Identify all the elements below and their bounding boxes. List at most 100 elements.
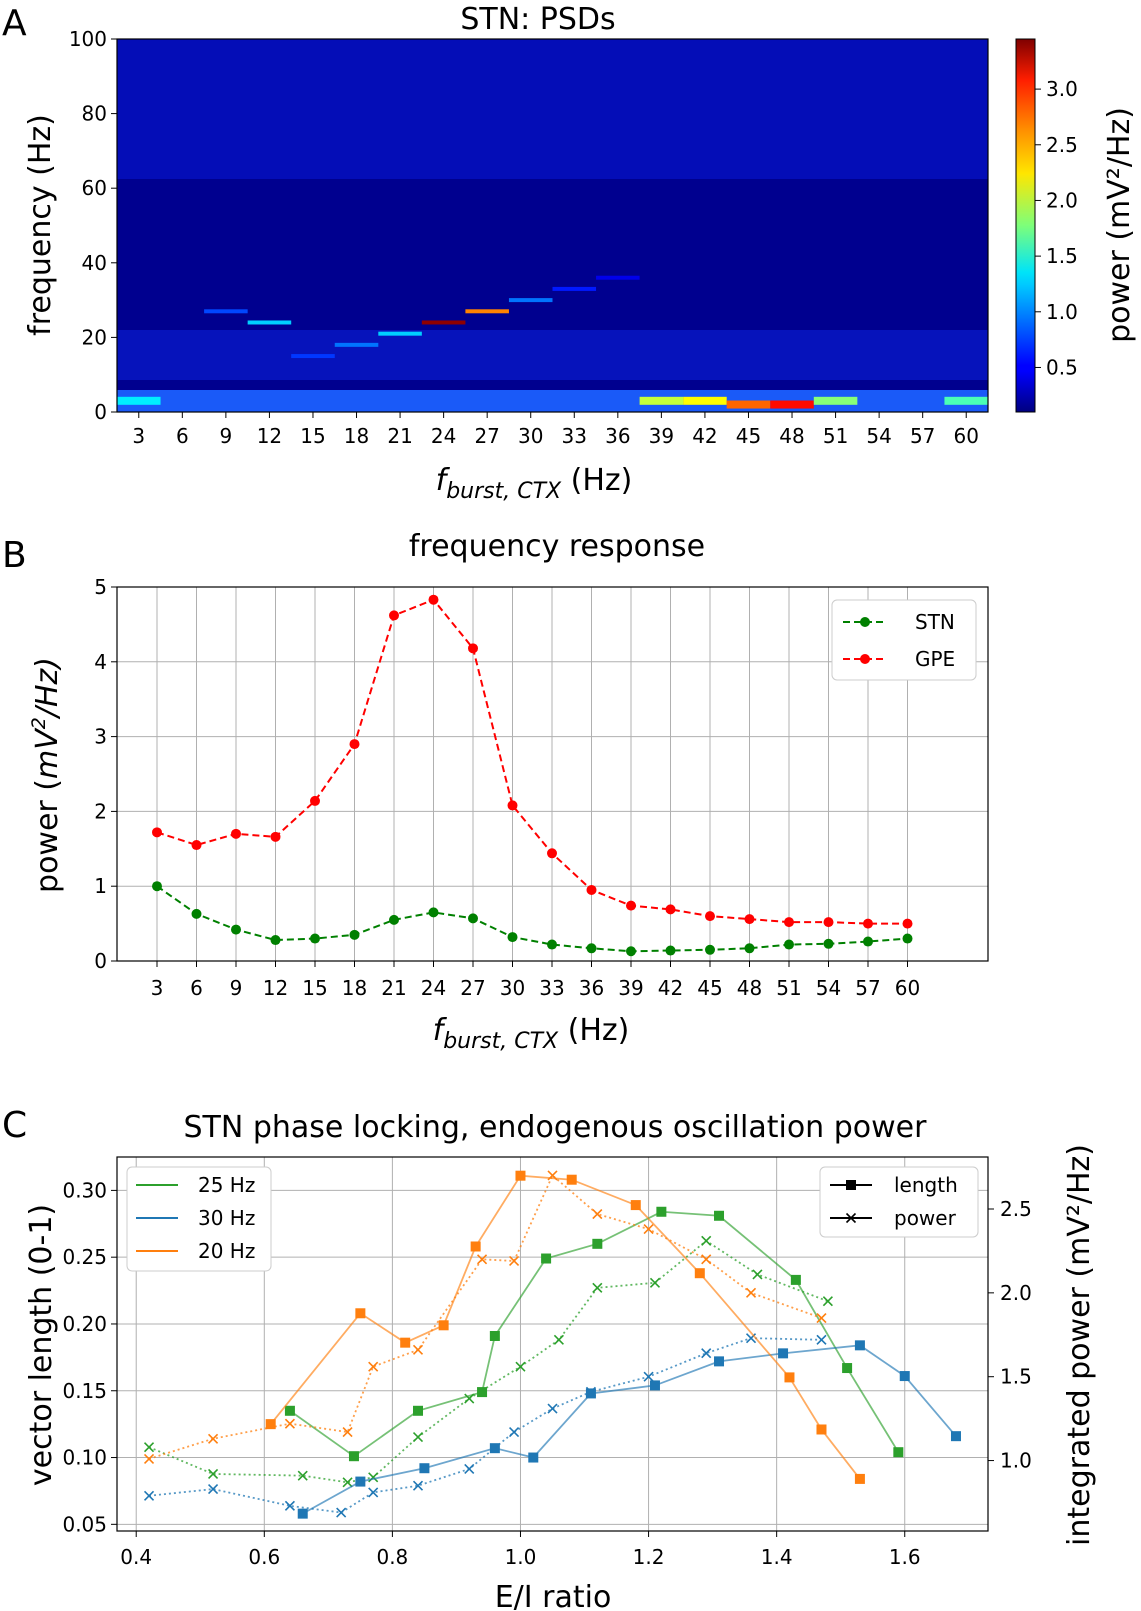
power-point-30hz-1-stroke-b: [208, 1484, 219, 1495]
power-point-20hz-11: [701, 1254, 712, 1265]
heatmap-y-tick-label-0: 0: [94, 400, 107, 424]
line-x-tick-label-11: 36: [579, 976, 604, 1000]
power-point-20hz-3-stroke-b: [342, 1426, 353, 1438]
psd-peak-8: [508, 298, 553, 303]
stn-point-4: [310, 933, 320, 944]
power-point-25hz-1-stroke-b: [208, 1468, 219, 1480]
marker-legend-symbol-power-stroke-b: [845, 1212, 857, 1224]
panel-label-b: B: [2, 535, 27, 576]
length-point-25hz-9: [790, 1274, 801, 1285]
power-point-25hz-7: [515, 1361, 526, 1372]
phase-y-tick-label-0: 0.05: [62, 1512, 107, 1536]
length-point-25hz-6: [592, 1238, 603, 1249]
series-line-gpe: [156, 598, 908, 925]
power-point-30hz-6-stroke-b: [464, 1463, 475, 1475]
line-x-tick-label-19: 60: [895, 976, 920, 1000]
color-legend-box: [126, 1166, 272, 1272]
power-point-30hz-13-stroke-b: [816, 1334, 827, 1345]
power-point-20hz-9-stroke-b: [592, 1208, 603, 1220]
phase-locking-y-label: vector length (0-1): [24, 1204, 59, 1486]
heatmap-x-tick-label-7: 24: [431, 424, 456, 448]
stn-point-10: [547, 939, 557, 950]
power-point-30hz-8: [547, 1403, 558, 1414]
power-point-30hz-9: [585, 1386, 596, 1397]
gpe-point-0: [152, 827, 162, 838]
gpe-point-10: [547, 848, 557, 859]
gpe-point-1: [191, 840, 202, 851]
power-point-25hz-13: [822, 1296, 833, 1307]
length-point-20hz-2: [400, 1337, 411, 1348]
power-point-30hz-6: [464, 1463, 475, 1475]
psd-peak-13: [726, 400, 771, 409]
phase-y-tick-label-2: 0.15: [62, 1379, 107, 1403]
psd-peak-2: [247, 320, 292, 325]
heatmap-y-tick-label-2: 40: [82, 251, 107, 275]
stn-point-15: [744, 943, 755, 954]
length-point-20hz-4: [470, 1241, 481, 1252]
panel-label-a: A: [2, 3, 27, 44]
phase-y-tick-label-4: 0.25: [62, 1245, 107, 1269]
line-x-tick-label-15: 48: [737, 976, 762, 1000]
power-point-30hz-7-stroke-b: [509, 1426, 520, 1438]
power-point-20hz-10-stroke-b: [643, 1224, 654, 1235]
power-point-30hz-1: [208, 1484, 219, 1495]
power-point-20hz-6: [476, 1254, 488, 1265]
heatmap-x-label-unit: (Hz): [561, 463, 632, 498]
length-point-25hz-5: [541, 1253, 552, 1264]
psd-peak-4: [334, 342, 379, 347]
power-point-20hz-1: [208, 1433, 219, 1444]
length-point-30hz-5: [585, 1388, 596, 1399]
length-point-25hz-2: [413, 1405, 424, 1416]
power-point-20hz-5-stroke-b: [412, 1344, 424, 1355]
length-point-30hz-9: [854, 1340, 865, 1351]
line-x-tick-label-0: 3: [151, 976, 164, 1000]
power-point-25hz-2-stroke-b: [297, 1470, 308, 1481]
heatmap-x-tick-label-16: 51: [823, 424, 848, 448]
power-point-30hz-10: [643, 1371, 654, 1382]
line-x-tick-label-17: 54: [816, 976, 841, 1000]
gpe-point-19: [902, 918, 913, 929]
power-point-20hz-7: [509, 1255, 520, 1267]
power-point-30hz-9-stroke-b: [585, 1386, 596, 1397]
phase-x-tick-label-3: 1.0: [505, 1545, 537, 1569]
power-point-25hz-11-stroke-b: [701, 1235, 712, 1246]
length-line-25hz: [289, 1210, 900, 1458]
line-chart-y-label: power (mV2/Hz): [28, 657, 65, 893]
power-point-30hz-0: [143, 1490, 155, 1501]
gpe-point-3: [270, 831, 281, 842]
power-point-30hz-0-stroke-b: [143, 1490, 155, 1501]
heatmap-x-tick-label-9: 30: [518, 424, 543, 448]
line-x-tick-label-18: 57: [855, 976, 880, 1000]
length-point-25hz-7: [656, 1206, 667, 1217]
psd-peak-11: [639, 396, 684, 405]
line-x-tick-label-3: 12: [263, 976, 288, 1000]
phase-y2-tick-label-3: 2.5: [1000, 1197, 1032, 1221]
psd-peak-1: [204, 309, 248, 314]
power-point-30hz-4: [368, 1487, 379, 1498]
heatmap-area: [116, 38, 989, 413]
stn-point-6: [389, 914, 399, 925]
length-point-20hz-10: [816, 1424, 827, 1435]
power-point-25hz-10-stroke-b: [649, 1277, 661, 1288]
stn-point-16: [784, 939, 794, 950]
heatmap-frame: [116, 38, 989, 413]
length-point-20hz-7: [630, 1200, 641, 1211]
phase-y-tick-label-5: 0.30: [62, 1178, 107, 1202]
power-point-30hz-11-stroke-b: [701, 1348, 712, 1359]
power-point-20hz-4-stroke-b: [368, 1361, 379, 1372]
power-point-30hz-7: [509, 1426, 520, 1438]
length-point-20hz-5: [515, 1170, 526, 1181]
phase-x-tick-label-5: 1.4: [761, 1545, 793, 1569]
power-point-25hz-12-stroke-b: [752, 1269, 763, 1280]
power-point-25hz-0: [143, 1442, 155, 1453]
psd-peak-9: [552, 286, 597, 291]
gpe-point-8: [468, 643, 478, 654]
heatmap-y-label: frequency (Hz): [23, 114, 58, 336]
psd-peak-14: [770, 400, 814, 409]
gpe-point-12: [626, 900, 636, 911]
length-point-30hz-3: [489, 1443, 500, 1454]
power-point-20hz-9: [592, 1208, 603, 1220]
stn-point-14: [705, 944, 715, 955]
power-point-25hz-6: [464, 1393, 475, 1404]
stn-point-8: [468, 913, 478, 924]
